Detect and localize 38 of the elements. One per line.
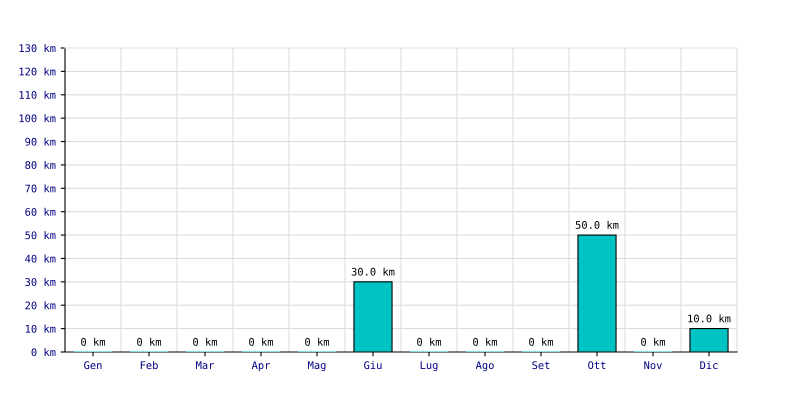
- data-label: 30.0 km: [352, 268, 394, 276]
- x-tick-label: Apr: [252, 361, 270, 372]
- data-label: 0 km: [473, 338, 498, 346]
- data-label: 50.0 km: [576, 220, 618, 229]
- data-label: 0 km: [81, 338, 106, 346]
- x-tick-label: Nov: [644, 361, 662, 370]
- y-tick-label: 60 km: [25, 208, 56, 216]
- data-label: 0 km: [641, 338, 666, 346]
- data-label: 0 km: [417, 338, 442, 346]
- x-tick-label: Feb: [140, 361, 158, 370]
- data-label: 0 km: [137, 338, 162, 346]
- y-tick-label: 30 km: [25, 278, 56, 286]
- y-tick-label: 50 km: [25, 231, 56, 240]
- y-tick-label: 40 km: [25, 254, 56, 263]
- x-tick-label: Mar: [196, 361, 214, 370]
- x-tick-label: Dic: [700, 361, 718, 370]
- x-tick-label: Ago: [476, 361, 494, 372]
- y-tick-label: 110 km: [20, 90, 56, 99]
- y-tick-label: 100 km: [20, 114, 56, 122]
- y-tick-label: 0 km: [32, 348, 56, 356]
- data-label: 0 km: [249, 338, 274, 346]
- x-tick-label: Mag: [308, 361, 326, 372]
- data-label: 10.0 km: [688, 314, 730, 322]
- y-tick-label: 10 km: [26, 324, 56, 333]
- y-tick-label: 120 km: [20, 67, 56, 76]
- data-label: 0 km: [193, 338, 218, 346]
- y-tick-label: 130 km: [20, 44, 56, 52]
- data-label: 0 km: [305, 338, 330, 346]
- y-tick-label: 80 km: [25, 160, 56, 170]
- y-tick-label: 90 km: [25, 138, 56, 146]
- x-tick-label: Gen: [84, 361, 102, 370]
- x-tick-label: Giu: [364, 361, 382, 370]
- x-tick-label: Set: [532, 361, 550, 370]
- x-tick-label: Ott: [588, 361, 606, 370]
- y-tick-label: 70 km: [25, 184, 56, 192]
- data-label: 0 km: [529, 338, 554, 346]
- x-tick-label: Lug: [420, 361, 438, 372]
- y-tick-label: 20 km: [25, 301, 56, 310]
